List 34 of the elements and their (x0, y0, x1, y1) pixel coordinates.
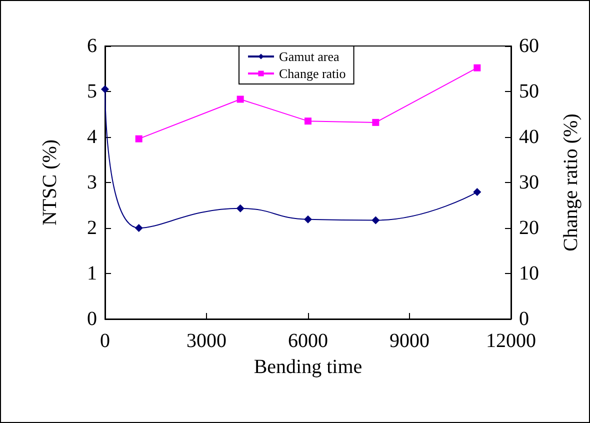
y2-tick-label: 0 (519, 308, 529, 330)
y2-tick-label: 30 (519, 172, 539, 194)
y2-tick-label: 10 (519, 262, 539, 284)
y2-tick-label: 50 (519, 80, 539, 102)
point (236, 96, 244, 103)
x-tick-label: 9000 (390, 330, 430, 352)
point (473, 188, 482, 196)
y2-tick-label: 20 (519, 217, 539, 239)
point (101, 85, 109, 94)
point (474, 64, 481, 72)
x-tick-label: 3000 (186, 330, 226, 352)
y-tick-label: 5 (87, 80, 97, 102)
y-tick-label: 2 (87, 217, 97, 239)
y2-tick-label: 40 (519, 126, 539, 148)
point (135, 135, 142, 142)
y-tick-label: 4 (87, 126, 97, 148)
point (372, 216, 380, 224)
x-axis-title: Bending time (254, 356, 362, 378)
y2-tick-label: 60 (519, 35, 539, 57)
legend-label: Gamut area (279, 49, 340, 64)
point (304, 118, 312, 125)
x-tick-label: 12000 (486, 330, 536, 352)
y-axis-title: NTSC (%) (39, 139, 61, 226)
y-tick-label: 0 (87, 308, 97, 330)
legend-label: Change ratio (279, 66, 346, 81)
y2-axis-title: Change ratio (%) (560, 114, 582, 252)
point (304, 215, 312, 224)
x-tick-label: 6000 (288, 330, 328, 352)
point (134, 224, 143, 232)
point (372, 118, 380, 126)
y-tick-label: 3 (87, 172, 97, 194)
y-tick-label: 1 (87, 262, 97, 284)
y-tick-label: 6 (87, 35, 97, 57)
point (236, 204, 244, 212)
